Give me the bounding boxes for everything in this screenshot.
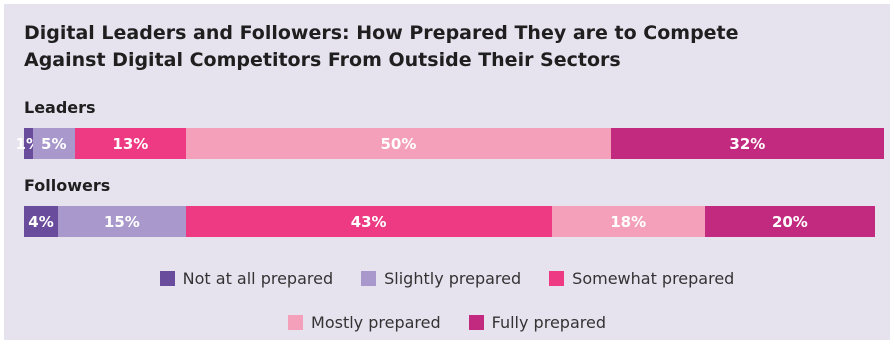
legend-row-2: Mostly prepared Fully prepared — [4, 310, 890, 334]
data-label: 32% — [729, 134, 766, 153]
bar-segment-followers-slightly-prepared: 15% — [58, 206, 186, 237]
legend-label: Somewhat prepared — [572, 268, 735, 288]
category-label-leaders: Leaders — [24, 98, 96, 117]
bar-leaders: 1% 5% 13% 50% 32% — [16, 128, 884, 159]
legend-swatch — [549, 270, 565, 286]
data-label: 50% — [380, 134, 417, 153]
bar-segment-followers-somewhat-prepared: 43% — [185, 206, 552, 237]
chart-panel: Digital Leaders and Followers: How Prepa… — [4, 4, 890, 340]
bar-followers: 4% 15% 43% 18% 20% — [24, 206, 875, 237]
legend: Not at all prepared Slightly prepared Some… — [4, 266, 890, 354]
bar-segment-leaders-somewhat-prepared: 13% — [75, 128, 186, 159]
legend-item-not-at-all-prepared: Not at all prepared — [159, 268, 334, 288]
data-label: 13% — [112, 134, 149, 153]
bar-segment-followers-fully-prepared: 20% — [704, 206, 875, 237]
bar-segment-leaders-slightly-prepared: 5% — [32, 128, 76, 159]
legend-label: Fully prepared — [491, 312, 606, 332]
data-label: 15% — [103, 212, 140, 231]
bar-segment-leaders-mostly-prepared: 50% — [185, 128, 612, 159]
legend-label: Mostly prepared — [311, 312, 441, 332]
category-label-followers: Followers — [24, 176, 111, 195]
legend-item-fully-prepared: Fully prepared — [468, 312, 606, 332]
legend-swatch — [468, 314, 484, 330]
legend-item-mostly-prepared: Mostly prepared — [288, 313, 441, 332]
bar-segment-leaders-fully-prepared: 32% — [611, 128, 884, 159]
data-label: 43% — [350, 212, 387, 231]
legend-item-slightly-prepared: Slightly prepared — [361, 269, 521, 288]
data-label: 18% — [610, 212, 647, 231]
chart-title-line-1: Digital Leaders and Followers: How Prepa… — [24, 22, 739, 44]
chart-title-line-2: Against Digital Competitors From Outside… — [24, 49, 621, 71]
legend-swatch — [361, 270, 377, 286]
legend-label: Slightly prepared — [384, 268, 522, 288]
legend-label: Not at all prepared — [182, 268, 334, 288]
legend-swatch — [288, 314, 304, 330]
bar-segment-followers-mostly-prepared: 18% — [551, 206, 705, 237]
data-label: 4% — [28, 212, 54, 231]
legend-swatch — [159, 270, 175, 286]
legend-row-1: Not at all prepared Slightly prepared Some… — [4, 266, 890, 290]
data-label: 20% — [771, 212, 808, 231]
bar-segment-followers-not-at-all-prepared: 4% — [24, 206, 59, 237]
legend-item-somewhat-prepared: Somewhat prepared — [549, 269, 734, 288]
bar-segment-leaders-not-at-all-prepared: 1% — [16, 128, 41, 159]
data-label: 5% — [41, 134, 67, 153]
chart-title: Digital Leaders and Followers: How Prepa… — [24, 20, 844, 74]
